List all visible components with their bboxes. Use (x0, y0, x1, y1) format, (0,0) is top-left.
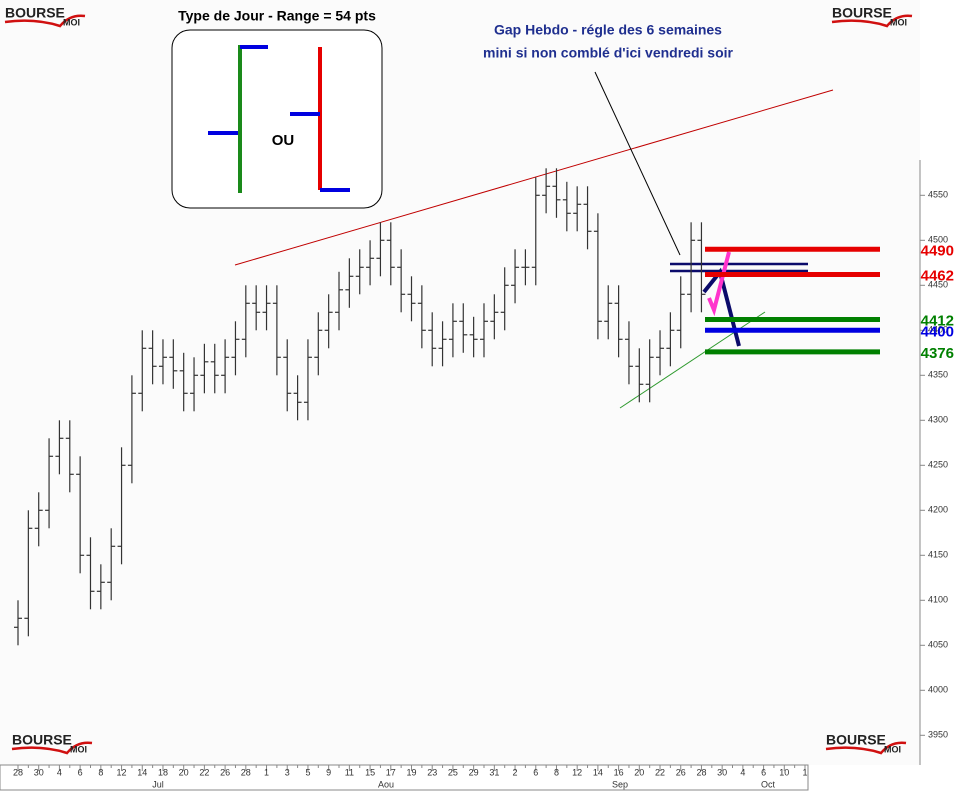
x-tick-label: 28 (13, 767, 23, 777)
y-tick-label: 4400 (928, 325, 948, 335)
y-tick-label: 4000 (928, 685, 948, 695)
x-tick-label: 6 (78, 767, 83, 777)
level-label: 4490 (921, 242, 954, 259)
y-tick-label: 3950 (928, 730, 948, 740)
month-label: Jul (152, 779, 164, 789)
x-tick-label: 10 (779, 767, 789, 777)
level-label: 4412 (921, 312, 954, 329)
logo-text: BOURSE (5, 5, 65, 21)
logo-text: BOURSE (832, 5, 892, 21)
x-tick-label: 6 (533, 767, 538, 777)
scenario-path (707, 251, 731, 317)
x-tick-label: 12 (572, 767, 582, 777)
logo-text: MOI (70, 744, 87, 754)
x-tick-label: 19 (406, 767, 416, 777)
x-tick-label: 23 (427, 767, 437, 777)
resistance-trendline (234, 89, 834, 266)
x-tick-label: 29 (469, 767, 479, 777)
x-tick-label: 22 (655, 767, 665, 777)
x-tick-label: 3 (285, 767, 290, 777)
x-tick-label: 16 (614, 767, 624, 777)
logo-text: BOURSE (826, 732, 886, 748)
y-tick-label: 4450 (928, 280, 948, 290)
y-tick-label: 4300 (928, 415, 948, 425)
month-label: Sep (612, 779, 628, 789)
pointer-line (594, 71, 681, 256)
x-tick-label: 8 (98, 767, 103, 777)
logo-text: MOI (890, 17, 907, 27)
inset-or: OU (272, 132, 295, 149)
logo-swoosh (11, 741, 93, 755)
x-tick-label: 9 (326, 767, 331, 777)
x-tick-label: 22 (199, 767, 209, 777)
logo: BOURSE MOI (4, 5, 86, 28)
x-tick-label: 15 (365, 767, 375, 777)
x-tick-label: 1 (264, 767, 269, 777)
y-tick-label: 4150 (928, 550, 948, 560)
month-label: Oct (761, 779, 776, 789)
x-tick-label: 26 (676, 767, 686, 777)
logo: BOURSE MOI (11, 732, 93, 755)
x-tick-label: 20 (634, 767, 644, 777)
x-tick-label: 8 (554, 767, 559, 777)
logo-swoosh (825, 741, 907, 755)
x-tick-label: 5 (305, 767, 310, 777)
x-tick-label: 28 (241, 767, 251, 777)
x-tick-label: 31 (489, 767, 499, 777)
plot-area (0, 0, 920, 765)
y-tick-label: 4050 (928, 640, 948, 650)
month-label: Aou (378, 779, 394, 789)
logo-text: BOURSE (12, 732, 72, 748)
level-label: 4462 (921, 267, 954, 284)
x-tick-label: 11 (345, 767, 354, 777)
logo: BOURSE MOI (831, 5, 913, 28)
x-tick-label: 30 (34, 767, 44, 777)
x-tick-label: 26 (220, 767, 230, 777)
logo-swoosh (831, 14, 913, 28)
x-tick-label: 17 (386, 767, 396, 777)
x-tick-label: 14 (593, 767, 603, 777)
level-label: 4400 (921, 323, 954, 340)
annotation: mini si non comblé d'ici vendredi soir (483, 45, 733, 61)
y-tick-label: 4550 (928, 190, 948, 200)
inset-box (171, 29, 383, 209)
inset-title: Type de Jour - Range = 54 pts (178, 8, 376, 24)
x-tick-label: 25 (448, 767, 458, 777)
x-axis (0, 764, 809, 791)
logo-text: MOI (884, 744, 901, 754)
annotation: Gap Hebdo - régle des 6 semaines (494, 22, 722, 38)
x-tick-label: 14 (137, 767, 147, 777)
logo-text: MOI (63, 17, 80, 27)
x-tick-label: 6 (761, 767, 766, 777)
x-tick-label: 28 (696, 767, 706, 777)
logo-swoosh (4, 14, 86, 28)
y-tick-label: 4100 (928, 595, 948, 605)
x-tick-label: 1 (802, 767, 807, 777)
y-tick-label: 4200 (928, 505, 948, 515)
x-tick-label: 18 (158, 767, 168, 777)
x-tick-label: 4 (57, 767, 62, 777)
x-tick-label: 30 (717, 767, 727, 777)
y-tick-label: 4250 (928, 460, 948, 470)
x-tick-label: 20 (179, 767, 189, 777)
level-label: 4376 (921, 345, 954, 362)
logo: BOURSE MOI (825, 732, 907, 755)
y-tick-label: 4500 (928, 235, 948, 245)
x-tick-label: 2 (513, 767, 518, 777)
x-tick-label: 4 (740, 767, 745, 777)
y-tick-label: 4350 (928, 370, 948, 380)
x-tick-label: 12 (117, 767, 127, 777)
